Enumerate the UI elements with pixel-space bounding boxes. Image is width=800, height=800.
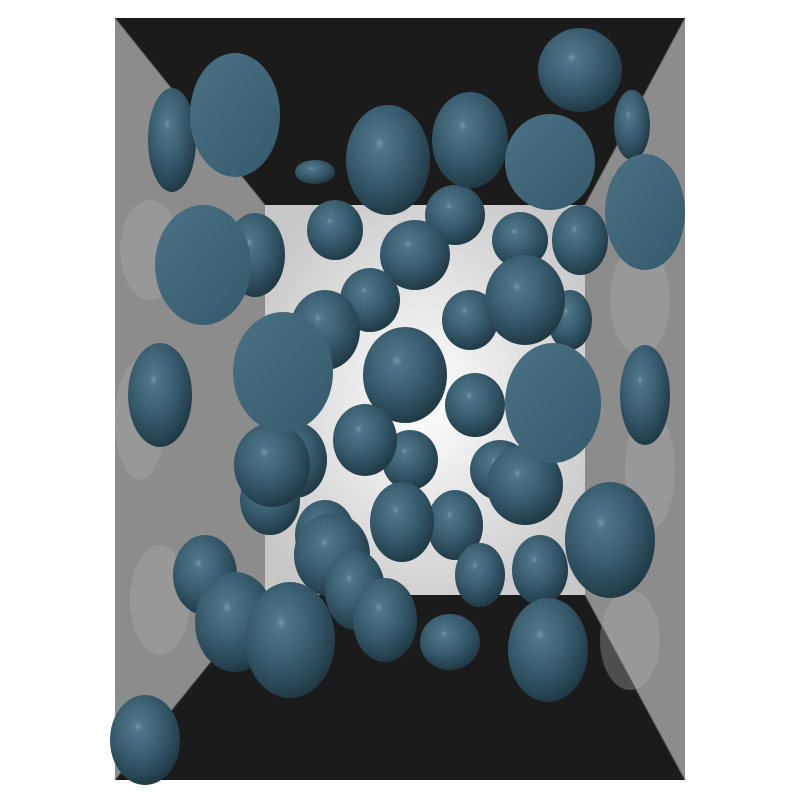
particle bbox=[245, 582, 335, 698]
particle bbox=[505, 343, 601, 463]
particle bbox=[614, 90, 650, 160]
particle bbox=[485, 255, 565, 345]
particle bbox=[234, 423, 310, 507]
particle bbox=[148, 88, 196, 192]
particle bbox=[432, 92, 508, 188]
particle bbox=[333, 404, 397, 476]
particle bbox=[190, 53, 280, 177]
particle bbox=[295, 160, 335, 184]
particle bbox=[370, 482, 434, 562]
particle bbox=[128, 343, 192, 447]
particle bbox=[445, 373, 505, 437]
particle bbox=[420, 614, 480, 670]
particle bbox=[110, 695, 180, 785]
particle bbox=[353, 578, 417, 662]
particle bbox=[538, 28, 622, 112]
particle bbox=[552, 205, 608, 275]
particle bbox=[508, 598, 588, 702]
particle bbox=[455, 543, 505, 607]
particle bbox=[505, 114, 595, 210]
particle bbox=[307, 200, 363, 260]
particle bbox=[565, 482, 655, 598]
particle bbox=[620, 345, 670, 445]
particle bbox=[155, 205, 251, 325]
particle bbox=[346, 105, 430, 215]
particle bbox=[605, 154, 685, 270]
particle bbox=[233, 312, 333, 432]
particle bbox=[512, 535, 568, 605]
